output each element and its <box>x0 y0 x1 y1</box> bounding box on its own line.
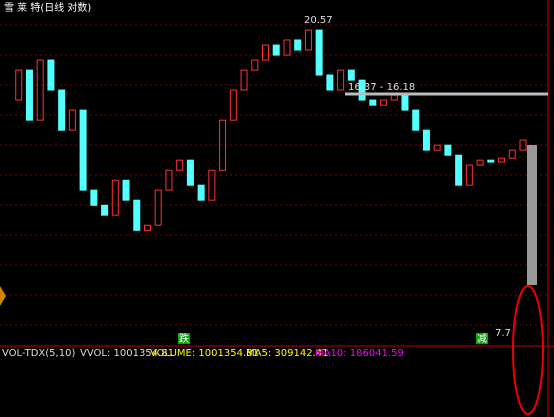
volume-title: VOL-TDX(5,10) <box>2 348 75 359</box>
candle <box>101 204 109 216</box>
candle <box>154 189 162 226</box>
candle <box>165 169 173 191</box>
candle <box>498 157 506 163</box>
candle <box>208 169 216 201</box>
candle <box>79 109 87 191</box>
candle <box>197 184 205 201</box>
ma5: MA5: 309142.41 <box>246 348 328 359</box>
candle <box>380 99 388 106</box>
candle <box>25 69 33 121</box>
candle <box>47 59 55 91</box>
candle <box>487 159 495 163</box>
ma10: MA10: 186041.59 <box>315 348 404 359</box>
candle <box>444 144 452 156</box>
chart-title: 雪 莱 特(日线 对数) <box>4 1 91 14</box>
candle <box>326 74 334 91</box>
signal-down: 跌 <box>179 332 189 345</box>
candle <box>433 144 441 151</box>
candle <box>251 59 259 71</box>
candle <box>369 99 377 106</box>
signal-box <box>476 333 488 344</box>
candle <box>347 69 355 81</box>
candle <box>412 109 420 131</box>
candle <box>283 39 291 56</box>
candle <box>111 179 119 216</box>
candle <box>219 119 227 171</box>
candle <box>186 159 194 186</box>
candle <box>122 179 130 201</box>
candle <box>58 89 66 131</box>
candle <box>36 59 44 121</box>
candle <box>337 69 345 91</box>
highlight-ellipse <box>512 285 544 415</box>
candle <box>401 94 409 111</box>
low-label: 7.7 <box>495 328 511 339</box>
candle <box>519 139 527 151</box>
volume-value: VOLUME: 1001354.81 <box>150 348 259 359</box>
vvol: VVOL: 1001354.81 <box>80 348 174 359</box>
candle <box>68 109 76 131</box>
signal-box <box>178 333 190 344</box>
candle <box>315 29 323 76</box>
high-label: 20.57 <box>304 15 333 26</box>
candle <box>508 149 516 159</box>
candle <box>176 159 184 171</box>
signal-reduce: 减 <box>477 333 487 345</box>
candle <box>90 189 98 206</box>
candle <box>143 224 151 231</box>
candle <box>476 159 484 166</box>
volume-profile-bar <box>527 145 537 285</box>
candle <box>455 154 463 186</box>
candle <box>229 89 237 121</box>
candle <box>465 164 473 186</box>
candle <box>272 44 280 56</box>
candle <box>133 199 141 231</box>
candle <box>422 129 430 151</box>
candle <box>262 44 269 61</box>
candle <box>294 39 302 51</box>
range-label: 16.37 - 16.18 <box>348 82 415 93</box>
candle <box>240 69 248 91</box>
candle <box>304 29 312 51</box>
candle <box>358 79 366 101</box>
side-handle[interactable] <box>0 286 6 306</box>
candle <box>15 69 23 101</box>
